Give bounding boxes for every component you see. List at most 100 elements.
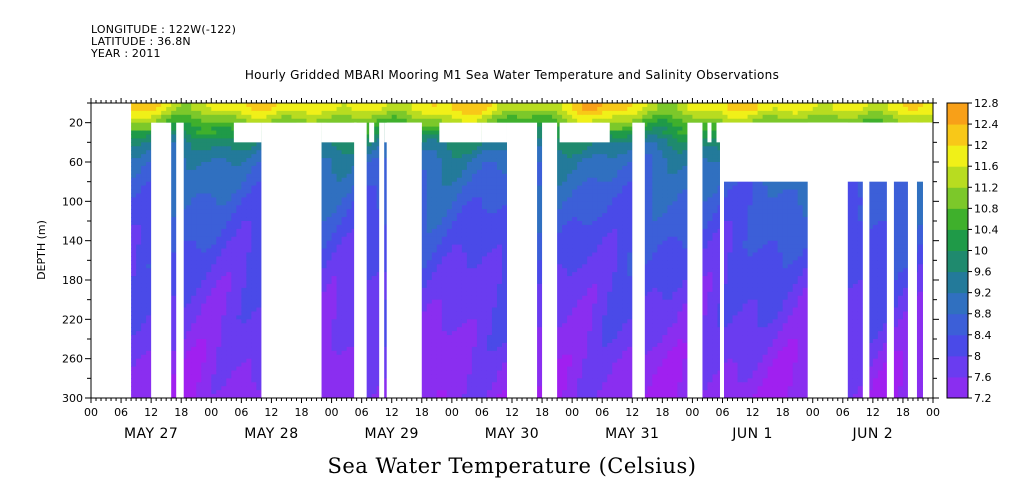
contour-cell [456, 342, 463, 348]
contour-cell [381, 185, 388, 191]
contour-cell [246, 268, 252, 273]
contour-cell [436, 366, 443, 372]
contour-cell [456, 181, 463, 187]
contour-cell [221, 303, 227, 309]
contour-cell [191, 217, 197, 222]
contour-cell [366, 169, 373, 175]
contour-cell [241, 264, 247, 269]
contour-cell [371, 154, 378, 159]
contour-cell [421, 110, 428, 116]
contour-cell [421, 103, 428, 108]
contour-cell [146, 110, 152, 116]
contour-cell [421, 221, 428, 226]
contour-cell [206, 185, 212, 191]
contour-cell [231, 323, 237, 328]
contour-cell [326, 319, 333, 324]
contour-cell [456, 299, 463, 305]
contour-cell [181, 264, 187, 269]
contour-cell [456, 350, 463, 356]
contour-cell [346, 350, 353, 356]
contour-cell [216, 370, 222, 375]
contour-cell [251, 193, 257, 198]
contour-cell [201, 350, 207, 356]
contour-cell [136, 315, 142, 320]
contour-cell [326, 382, 333, 387]
contour-cell [421, 331, 428, 336]
contour-cell [436, 272, 443, 277]
contour-cell [421, 370, 428, 375]
contour-cell [451, 378, 458, 383]
contour-cell [431, 224, 438, 230]
contour-cell [331, 272, 338, 277]
contour-cell [426, 138, 433, 143]
contour-cell [186, 382, 192, 387]
contour-cell [211, 256, 217, 261]
contour-cell [186, 386, 192, 391]
contour-cell [326, 205, 333, 210]
contour-cell [191, 173, 197, 179]
contour-cell [381, 307, 388, 313]
contour-cell [341, 370, 348, 375]
contour-cell [216, 193, 222, 198]
contour-cell [141, 378, 147, 383]
contour-cell [431, 197, 438, 202]
contour-cell [341, 394, 348, 398]
contour-cell [426, 248, 433, 254]
contour-cell [431, 169, 438, 175]
contour-cell [371, 335, 378, 340]
contour-cell [241, 103, 247, 108]
contour-cell [181, 303, 187, 309]
contour-cell [321, 315, 328, 320]
contour-cell [201, 331, 207, 336]
contour-cell [256, 154, 262, 159]
contour-cell [451, 118, 458, 124]
contour-cell [206, 280, 212, 285]
contour-cell [216, 390, 222, 395]
contour-cell [371, 118, 378, 124]
contour-cell [131, 193, 137, 198]
contour-cell [221, 177, 227, 183]
contour-cell [196, 303, 202, 309]
contour-cell [451, 386, 458, 391]
contour-cell [451, 165, 458, 171]
contour-cell [456, 209, 463, 214]
contour-cell [216, 374, 222, 379]
contour-cell [171, 303, 177, 309]
contour-cell [341, 335, 348, 340]
contour-cell [231, 260, 237, 265]
contour-cell [331, 283, 338, 289]
contour-cell [216, 346, 222, 352]
contour-cell [241, 240, 247, 246]
contour-cell [366, 173, 373, 179]
contour-cell [241, 366, 247, 372]
contour-cell [226, 390, 232, 395]
contour-cell [206, 283, 212, 289]
contour-cell [141, 303, 147, 309]
contour-cell [241, 142, 247, 147]
contour-cell [371, 103, 378, 108]
contour-cell [231, 354, 237, 360]
contour-cell [321, 228, 328, 234]
contour-cell [201, 130, 207, 136]
contour-cell [171, 217, 177, 222]
contour-cell [241, 221, 247, 226]
contour-cell [136, 268, 142, 273]
contour-cell [206, 382, 212, 387]
contour-cell [426, 224, 433, 230]
contour-cell [451, 280, 458, 285]
contour-cell [321, 354, 328, 360]
contour-cell [306, 114, 313, 120]
contour-cell [441, 189, 448, 195]
contour-cell [131, 276, 137, 281]
contour-cell [191, 197, 197, 202]
contour-cell [216, 335, 222, 340]
contour-cell [246, 213, 252, 218]
contour-cell [216, 150, 222, 155]
contour-cell [131, 319, 137, 324]
contour-cell [146, 390, 152, 395]
contour-cell [441, 335, 448, 340]
contour-cell [301, 114, 308, 120]
contour-cell [456, 154, 463, 159]
contour-cell [231, 291, 237, 297]
contour-cell [236, 268, 242, 273]
